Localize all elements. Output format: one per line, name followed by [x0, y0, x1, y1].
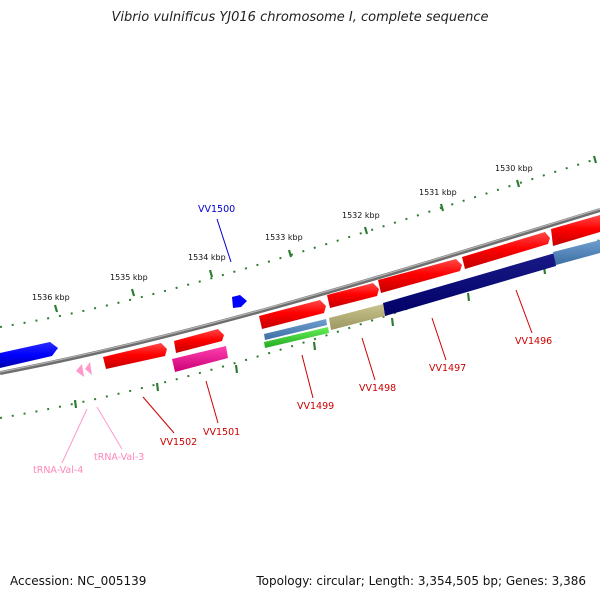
- genome-summary: Topology: circular; Length: 3,354,505 bp…: [256, 574, 586, 588]
- feature-labels: VV1500 VV1496 VV1497 VV1498 VV1499 VV150…: [33, 204, 552, 476]
- ruler-labels: 1530 kbp 1531 kbp 1532 kbp 1533 kbp 1534…: [32, 164, 533, 302]
- ruler-track-lower: [0, 239, 600, 419]
- gene-feature-vv1500: [232, 295, 247, 308]
- gene-feature: [329, 304, 385, 330]
- gene-label-vv1497: VV1497: [429, 363, 466, 374]
- reverse-genes: [76, 240, 600, 377]
- gene-label-vv1498: VV1498: [359, 383, 396, 394]
- gene-feature: [259, 300, 326, 329]
- gene-label-vv1499: VV1499: [297, 401, 334, 412]
- gene-feature: [327, 283, 379, 308]
- gene-label-vv1502: VV1502: [160, 437, 197, 448]
- ruler-major-ticks: [53, 155, 598, 313]
- gene-feature: [553, 240, 600, 265]
- gene-label-vv1500: VV1500: [198, 204, 235, 215]
- ruler-label: 1530 kbp: [495, 164, 533, 173]
- ruler-label: 1532 kbp: [342, 211, 380, 220]
- gene-feature: [172, 346, 228, 372]
- trna-feature: [85, 362, 92, 375]
- gene-feature: [551, 215, 600, 246]
- gene-label-vv1496: VV1496: [515, 336, 552, 347]
- trna-label-val-3: tRNA-Val-3: [94, 452, 144, 463]
- ruler-label: 1536 kbp: [32, 293, 70, 302]
- forward-genes: [0, 215, 600, 369]
- gene-feature: [383, 253, 556, 316]
- gene-feature: [103, 343, 167, 369]
- map-title: Vibrio vulnificus YJ016 chromosome I, co…: [111, 10, 489, 25]
- gene-label-vv1501: VV1501: [203, 427, 240, 438]
- gene-feature: [462, 232, 550, 269]
- gene-feature: [378, 259, 462, 293]
- ruler-label: 1535 kbp: [110, 273, 148, 282]
- trna-feature: [76, 364, 84, 377]
- trna-label-val-4: tRNA-Val-4: [33, 465, 83, 476]
- ruler-label: 1534 kbp: [188, 253, 226, 262]
- gene-feature: [264, 327, 329, 348]
- label-leaders: [61, 218, 533, 464]
- chromosome-backbone: [0, 208, 600, 375]
- gene-feature: [174, 329, 224, 353]
- accession-label: Accession: NC_005139: [10, 574, 147, 588]
- ruler-label: 1533 kbp: [265, 233, 303, 242]
- ruler-label: 1531 kbp: [419, 188, 457, 197]
- gene-feature: [0, 342, 58, 368]
- ruler-lower-ticks: [73, 265, 547, 409]
- gene-feature: [264, 319, 327, 340]
